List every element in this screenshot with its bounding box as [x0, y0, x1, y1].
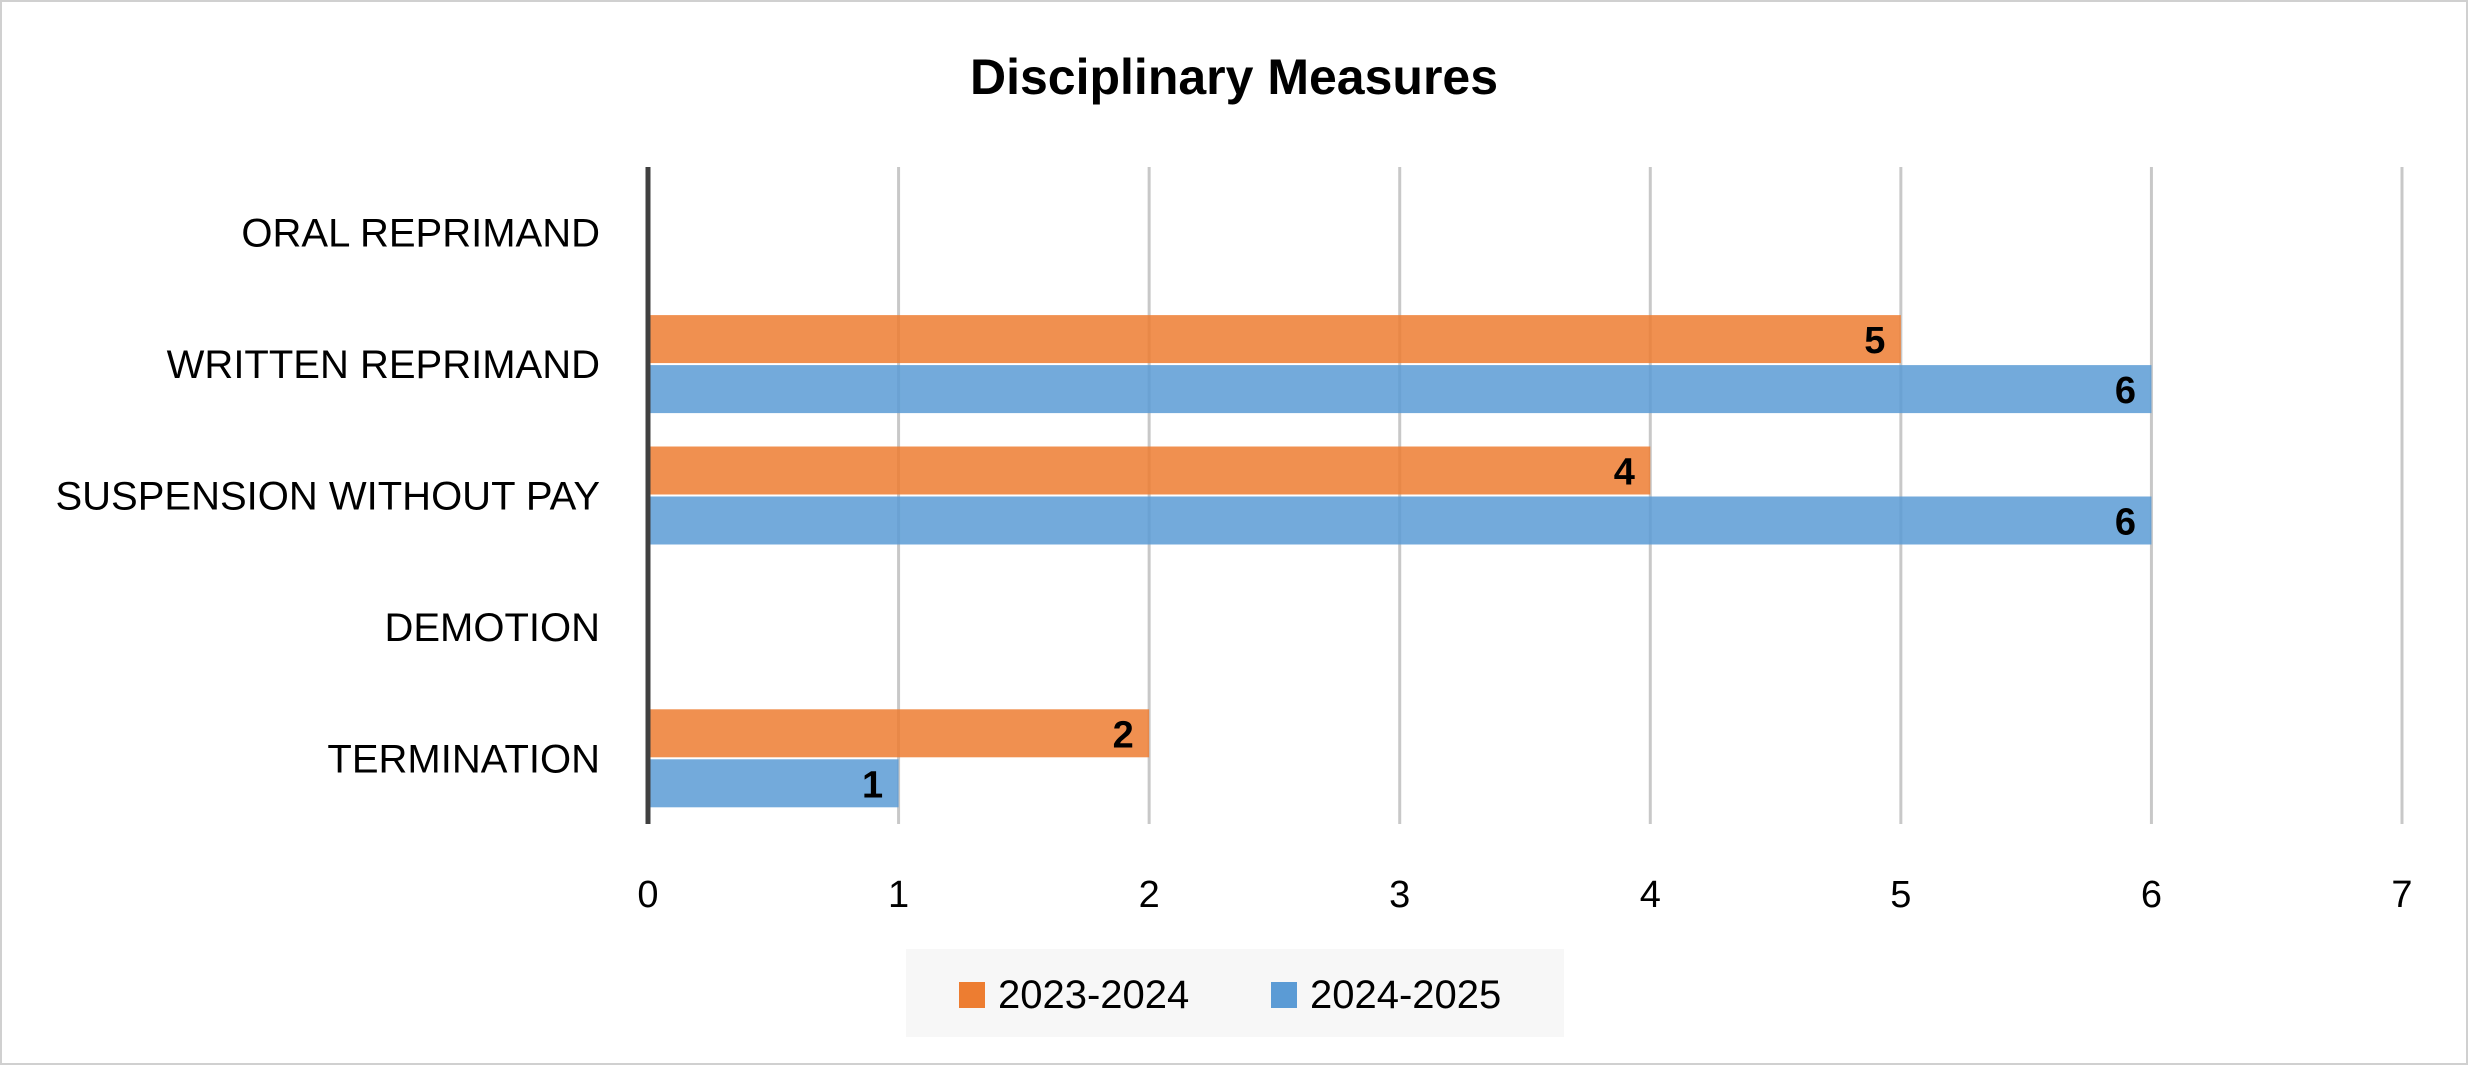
legend-background: [906, 949, 1564, 1037]
data-label: 5: [1864, 320, 1885, 362]
data-label: 1: [862, 764, 883, 806]
data-label: 4: [1614, 452, 1635, 494]
legend-swatch-2023-2024: [959, 982, 985, 1008]
x-tick-label: 0: [637, 874, 658, 916]
bar-2023-2024: [648, 315, 1901, 364]
data-labels: 5 4 2 6 6 1: [862, 320, 2136, 806]
data-label: 2: [1113, 714, 1134, 756]
bars: [648, 315, 2152, 808]
x-tick-label: 7: [2391, 874, 2412, 916]
x-tick-label: 2: [1139, 874, 1160, 916]
legend-label-2023-2024: 2023-2024: [998, 973, 1189, 1017]
chart-title: Disciplinary Measures: [970, 49, 1498, 105]
gridlines: [897, 167, 2404, 824]
bar-2024-2025: [648, 759, 899, 808]
legend: 2023-2024 2024-2025: [906, 949, 1564, 1037]
x-tick-label: 3: [1389, 874, 1410, 916]
category-label: ORAL REPRIMAND: [241, 212, 600, 256]
x-tick-labels: 0 1 2 3 4 5 6 7: [637, 874, 2412, 916]
x-tick-label: 5: [1890, 874, 1911, 916]
legend-label-2024-2025: 2024-2025: [1310, 973, 1501, 1017]
category-labels: ORAL REPRIMAND WRITTEN REPRIMAND SUSPENSIO…: [55, 212, 600, 782]
data-label: 6: [2115, 502, 2136, 544]
x-tick-label: 6: [2141, 874, 2162, 916]
category-label: SUSPENSION WITHOUT PAY: [55, 475, 600, 519]
bar-2024-2025: [648, 496, 2152, 545]
category-label: TERMINATION: [327, 737, 600, 781]
bar-2023-2024: [648, 446, 1651, 495]
legend-swatch-2024-2025: [1271, 982, 1297, 1008]
category-label: DEMOTION: [384, 606, 600, 650]
x-tick-label: 4: [1640, 874, 1661, 916]
bar-2024-2025: [648, 365, 2152, 414]
x-tick-label: 1: [888, 874, 909, 916]
data-label: 6: [2115, 370, 2136, 412]
category-label: WRITTEN REPRIMAND: [167, 343, 600, 387]
bar-2023-2024: [648, 709, 1150, 758]
